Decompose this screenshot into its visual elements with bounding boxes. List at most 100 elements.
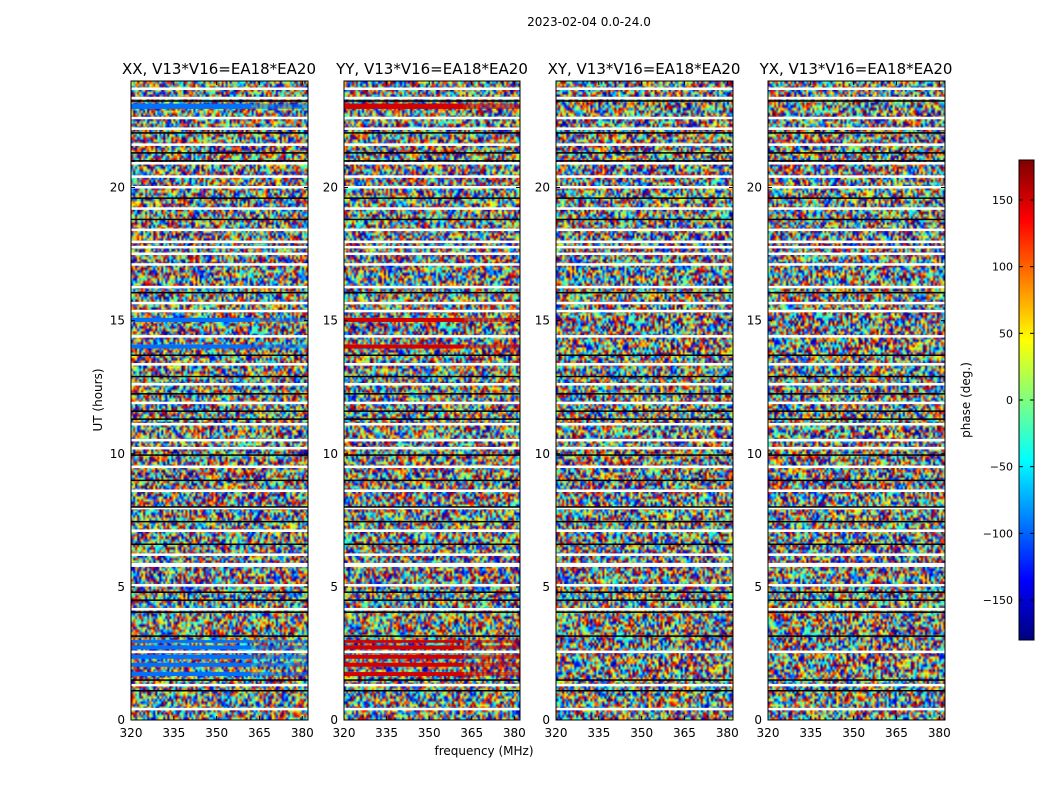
panel-xx-black-row-9 xyxy=(131,479,308,482)
panel-xy-black-row-1 xyxy=(556,679,733,681)
panel-yy-flag-row-8 xyxy=(344,506,520,510)
panel-yy-coherent-row-1 xyxy=(344,317,464,322)
panel-yx-frame xyxy=(767,80,946,721)
panel-xx-ytick-label-15: 15 xyxy=(110,314,125,328)
panel-yy-coherent-row-tail-4 xyxy=(463,662,520,667)
panel-yy-black-row-20 xyxy=(344,152,520,154)
panel-yy-flag-row-1 xyxy=(344,683,520,687)
panel-xx-flag-row-22 xyxy=(131,252,308,256)
panel-yx-flag-row-18 xyxy=(768,309,945,313)
panel-xy-flag-row-16 xyxy=(556,363,733,366)
panel-yx-ytick-label-0: 0 xyxy=(754,713,762,727)
panel-yy-flag-row-9 xyxy=(344,489,520,493)
panel-yx-flag-row-8 xyxy=(768,506,945,510)
panel-xy-black-row-21 xyxy=(556,132,733,134)
panel-yy-flag-row-34 xyxy=(344,87,520,90)
panel-yy-frame xyxy=(343,80,521,721)
panel-yy-flag-row-19 xyxy=(344,301,520,305)
panel-xy-black-row-14 xyxy=(556,375,733,378)
panel-yx-flag-row-27 xyxy=(768,186,945,189)
figure-suptitle: 2023-02-04 0.0-24.0 xyxy=(527,15,651,29)
panel-yx-black-row-5 xyxy=(768,591,945,593)
panel-yy-flag-row-23 xyxy=(344,245,520,249)
panel-yx-flag-row-11 xyxy=(768,446,945,450)
panel-yx-flag-row-3 xyxy=(768,608,945,611)
panel-xy-flag-row-9 xyxy=(556,489,733,493)
panel-xx-black-row-21 xyxy=(131,132,308,134)
panel-yx-ytick-label-5: 5 xyxy=(754,580,762,594)
panel-xx-coherent-row-tail-2 xyxy=(251,344,308,349)
panel-yy-flag-row-26 xyxy=(344,207,520,210)
panel-yy-coherent-row-tail-2 xyxy=(463,344,520,349)
panel-xy-ytick-label-10: 10 xyxy=(535,447,550,461)
panel-yy-flag-row-20 xyxy=(344,285,520,289)
panel-xy-xtick-label-335: 335 xyxy=(587,726,610,740)
panel-xx-ytick-label-20: 20 xyxy=(110,181,125,195)
panel-xy-flag-row-20 xyxy=(556,285,733,289)
panel-xx-black-row-20 xyxy=(131,152,308,154)
panel-yy-black-row-5 xyxy=(344,591,520,593)
panel-xy-flag-band xyxy=(556,562,733,567)
panel-yy-coherent-row-tail-1 xyxy=(463,317,520,322)
panel-xx-flag-row-17 xyxy=(131,335,308,338)
panel-yx-black-row-3 xyxy=(768,611,945,613)
panel-xy-ytick-label-15: 15 xyxy=(535,314,550,328)
panel-yx-xtick-label-335: 335 xyxy=(799,726,822,740)
panel-xx-flag-row-13 xyxy=(131,422,308,426)
panel-xx-flag-row-14 xyxy=(131,401,308,405)
panel-yy-flag-row-3 xyxy=(344,608,520,611)
panel-xx-flag-row-34 xyxy=(131,87,308,90)
panel-xx-coherent-row-tail-3 xyxy=(251,672,308,677)
panel-yx-title: YX, V13*V16=EA18*EA20 xyxy=(759,60,953,78)
panel-xx-black-row-14 xyxy=(131,375,308,378)
panel-yy-black-row-16 xyxy=(344,291,520,294)
panel-yx-black-row-16 xyxy=(768,291,945,294)
panel-yx-flag-row-24 xyxy=(768,240,945,244)
panel-yy-ytick-label-0: 0 xyxy=(330,713,338,727)
panel-yx-black-row-20 xyxy=(768,152,945,154)
panel-xy-ytick-label-5: 5 xyxy=(542,580,550,594)
panel-xx-x-axis: 320 335 350 365 380 xyxy=(120,81,314,740)
panel-xx-flag-row-32 xyxy=(131,116,308,120)
panel-xy-flag-row-19 xyxy=(556,301,733,305)
panel-yx-black-row-10 xyxy=(768,454,945,456)
panel-xy-flag-row-7 xyxy=(556,529,733,532)
panel-yx-flag-row-31 xyxy=(768,127,945,130)
panel-yy-flag-row-6 xyxy=(344,553,520,556)
panel-xx-flag-row-15 xyxy=(131,383,308,386)
panel-xx-flag-row-12 xyxy=(131,438,308,442)
panel-xx-black-row-4 xyxy=(131,599,308,601)
panel-xx-flag-row-2 xyxy=(131,650,308,654)
panel-yy-flag-row-10 xyxy=(344,465,520,469)
panel-yx-ytick-label-15: 15 xyxy=(747,314,762,328)
panel-xy-black-row-16 xyxy=(556,291,733,294)
panel-xy-black-row-6 xyxy=(556,543,733,546)
panel-yx-black-row-19 xyxy=(768,160,945,162)
panel-xx-black-row-8 xyxy=(131,506,308,508)
panel-yx-black-row-12 xyxy=(768,410,945,412)
panel-xx-y-axis: 0 5 10 15 20 xyxy=(110,181,308,727)
panel-xx-coherent-row-2 xyxy=(131,344,252,349)
panel-xy-flag-row-12 xyxy=(556,438,733,442)
panel-yy-black-row-11 xyxy=(344,418,520,420)
panel-yy-coherent-rows xyxy=(344,103,520,677)
colorbar-tick-label-150: 150 xyxy=(992,194,1013,207)
panel-xy-flag-row-24 xyxy=(556,240,733,244)
panel-yy-black-row-2 xyxy=(344,635,520,637)
panel-yy-xtick-label-320: 320 xyxy=(333,726,356,740)
panel-xx-black-row-0 xyxy=(131,689,308,692)
panel-xy-flag-row-17 xyxy=(556,335,733,338)
panel-yy-flag-row-24 xyxy=(344,240,520,244)
panel-xx-coherent-row-4 xyxy=(131,662,252,667)
panel-xx-flag-row-3 xyxy=(131,608,308,611)
panel-yx-flag-row-28 xyxy=(768,175,945,178)
panel-xy-flag-row-29 xyxy=(556,162,733,165)
panel-xx-coherent-row-0 xyxy=(131,103,252,109)
colorbar-tick-label-100: 100 xyxy=(992,261,1013,274)
panel-yy-flag-row-11 xyxy=(344,446,520,450)
panel-xx-coherent-row-tail-6 xyxy=(251,645,308,650)
panel-xy-x-axis: 320 335 350 365 380 xyxy=(545,81,739,740)
panel-xy-black-row-19 xyxy=(556,160,733,162)
panel-xx-black-row-1 xyxy=(131,679,308,681)
panel-xy-black-row-4 xyxy=(556,599,733,601)
